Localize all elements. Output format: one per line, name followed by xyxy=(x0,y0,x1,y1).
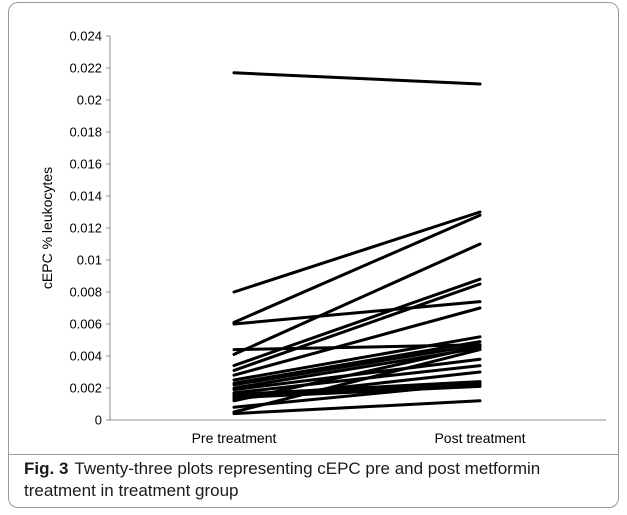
series-line-22 xyxy=(232,348,482,414)
series-line-20 xyxy=(232,344,482,403)
y-tick-label: 0.008 xyxy=(69,285,102,300)
figure-caption: Fig. 3 Twenty-three plots representing cE… xyxy=(24,458,614,502)
series-line-12 xyxy=(232,343,482,387)
figure-caption-text: Twenty-three plots representing cEPC pre… xyxy=(24,459,541,500)
series-line-6 xyxy=(232,343,482,352)
series-line-4 xyxy=(232,300,482,326)
series-line-11 xyxy=(232,340,482,385)
series-line-3 xyxy=(232,213,482,324)
caption-divider xyxy=(8,454,619,455)
y-tick-labels: 0 0.002 0.004 0.006 0.008 0.01 0.012 0.014 0.016… xyxy=(69,29,102,428)
series-line-9 xyxy=(232,306,482,377)
figure-label: Fig. 3 xyxy=(24,459,69,478)
series-line-10 xyxy=(232,335,482,382)
x-tick-label-pre: Pre treatment xyxy=(192,430,277,446)
y-axis-title: cEPC % leukocytes xyxy=(39,167,55,289)
y-tick-label: 0.014 xyxy=(69,189,102,204)
y-tick-label: 0.012 xyxy=(69,221,102,236)
series-line-23 xyxy=(232,399,482,416)
y-tick-label: 0.016 xyxy=(69,157,102,172)
y-tick-label: 0.006 xyxy=(69,317,102,332)
y-tick-label: 0.002 xyxy=(69,381,102,396)
series-line-15 xyxy=(232,364,482,395)
series-line-19 xyxy=(232,370,482,401)
series-lines xyxy=(232,71,482,416)
series-line-2 xyxy=(232,210,482,294)
y-tick-group xyxy=(106,35,110,421)
series-line-5 xyxy=(232,242,482,356)
y-tick-label: 0.022 xyxy=(69,61,102,76)
x-tick-label-post: Post treatment xyxy=(434,430,525,446)
y-tick-label: 0.004 xyxy=(69,349,102,364)
series-line-1 xyxy=(232,71,482,86)
y-tick-label: 0 xyxy=(95,413,102,428)
y-tick-label: 0.02 xyxy=(77,93,102,108)
line-chart: 0 0.002 0.004 0.006 0.008 0.01 0.012 0.014 0.016… xyxy=(39,29,606,446)
series-line-8 xyxy=(232,282,482,372)
y-tick-label: 0.024 xyxy=(69,29,102,44)
y-tick-label: 0.018 xyxy=(69,125,102,140)
series-line-7 xyxy=(232,277,482,368)
series-line-21 xyxy=(232,381,482,409)
y-tick-label: 0.01 xyxy=(77,253,102,268)
